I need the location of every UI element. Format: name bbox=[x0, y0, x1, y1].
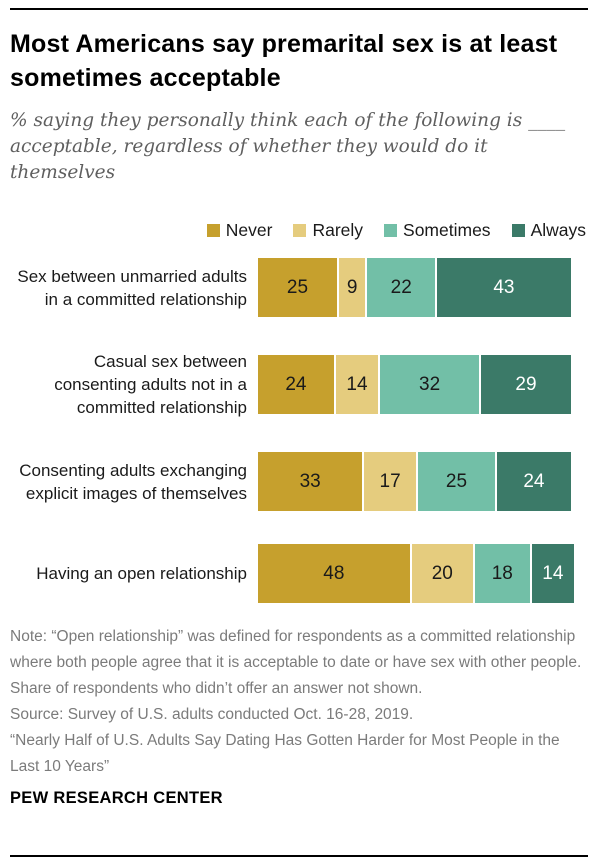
report-title-text: “Nearly Half of U.S. Adults Say Dating H… bbox=[10, 732, 560, 775]
segment-value: 25 bbox=[445, 470, 468, 492]
legend-label-never: Never bbox=[225, 220, 273, 240]
brand-footer: PEW RESEARCH CENTER bbox=[10, 789, 223, 807]
legend-label-always: Always bbox=[530, 220, 586, 240]
segment-sometimes: 22 bbox=[365, 258, 435, 317]
bar-row-committed-relationship: Sex between unmarried adults in a commit… bbox=[10, 258, 588, 317]
note-text: Note: “Open relationship” was defined fo… bbox=[10, 628, 582, 697]
segment-rarely: 9 bbox=[337, 258, 366, 317]
segment-never: 33 bbox=[258, 452, 363, 511]
segment-sometimes: 18 bbox=[472, 544, 530, 603]
segment-never: 25 bbox=[258, 258, 337, 317]
segment-value: 33 bbox=[299, 470, 321, 492]
segment-always: 14 bbox=[529, 544, 574, 603]
stacked-bar: 24 14 32 29 bbox=[258, 355, 574, 414]
segment-rarely: 20 bbox=[409, 544, 473, 603]
stacked-bar: 48 20 18 14 bbox=[258, 544, 574, 603]
segment-value: 32 bbox=[419, 373, 441, 395]
segment-value: 24 bbox=[523, 470, 545, 492]
segment-sometimes: 32 bbox=[378, 355, 480, 414]
segment-value: 14 bbox=[542, 562, 564, 584]
segment-value: 43 bbox=[493, 276, 515, 298]
legend-item-never: Never bbox=[206, 220, 273, 241]
segment-value: 48 bbox=[323, 562, 345, 584]
stacked-bar: 25 9 22 43 bbox=[258, 258, 574, 317]
segment-value: 24 bbox=[285, 373, 307, 395]
legend: Never Rarely Sometimes Always bbox=[10, 220, 588, 241]
chart-title: Most Americans say premarital sex is at … bbox=[10, 30, 558, 92]
legend-item-always: Always bbox=[511, 220, 586, 241]
bottom-rule bbox=[10, 855, 588, 857]
sometimes-swatch bbox=[384, 224, 398, 237]
row-label: Having an open relationship bbox=[36, 564, 247, 583]
bar-row-casual-sex: Casual sex between consenting adults not… bbox=[10, 350, 588, 419]
chart-subtitle: % saying they personally think each of t… bbox=[10, 110, 566, 183]
segment-rarely: 17 bbox=[362, 452, 416, 511]
segment-never: 48 bbox=[258, 544, 410, 603]
never-swatch bbox=[206, 224, 220, 237]
segment-never: 24 bbox=[258, 355, 334, 414]
chart-card: Most Americans say premarital sex is at … bbox=[10, 8, 588, 807]
always-swatch bbox=[511, 224, 525, 237]
legend-label-rarely: Rarely bbox=[312, 220, 364, 240]
source-text: Source: Survey of U.S. adults conducted … bbox=[10, 706, 414, 723]
top-rule bbox=[10, 8, 588, 10]
row-label: Sex between unmarried adults in a commit… bbox=[17, 266, 247, 309]
row-label: Casual sex between consenting adults not… bbox=[54, 352, 247, 417]
rarely-swatch bbox=[293, 224, 307, 237]
legend-item-sometimes: Sometimes bbox=[384, 220, 491, 241]
bar-row-open-relationship: Having an open relationship 48 20 18 14 bbox=[10, 544, 588, 603]
stacked-bar: 33 17 25 24 bbox=[258, 452, 574, 511]
segment-always: 24 bbox=[494, 452, 571, 511]
legend-item-rarely: Rarely bbox=[293, 220, 363, 241]
segment-value: 14 bbox=[346, 373, 368, 395]
footnotes: Note: “Open relationship” was defined fo… bbox=[10, 624, 585, 780]
segment-value: 29 bbox=[515, 373, 537, 395]
segment-value: 17 bbox=[379, 470, 401, 492]
segment-value: 25 bbox=[286, 276, 309, 298]
segment-always: 43 bbox=[434, 258, 571, 317]
segment-value: 20 bbox=[431, 562, 453, 584]
stacked-bar-chart: Sex between unmarried adults in a commit… bbox=[10, 258, 588, 603]
bar-row-explicit-images: Consenting adults exchanging explicit im… bbox=[10, 452, 588, 511]
segment-value: 9 bbox=[346, 276, 358, 298]
segment-value: 18 bbox=[491, 562, 513, 584]
segment-sometimes: 25 bbox=[415, 452, 495, 511]
segment-value: 22 bbox=[390, 276, 412, 298]
legend-label-sometimes: Sometimes bbox=[403, 220, 491, 240]
segment-rarely: 14 bbox=[333, 355, 379, 414]
segment-always: 29 bbox=[479, 355, 571, 414]
row-label: Consenting adults exchanging explicit im… bbox=[19, 460, 247, 503]
